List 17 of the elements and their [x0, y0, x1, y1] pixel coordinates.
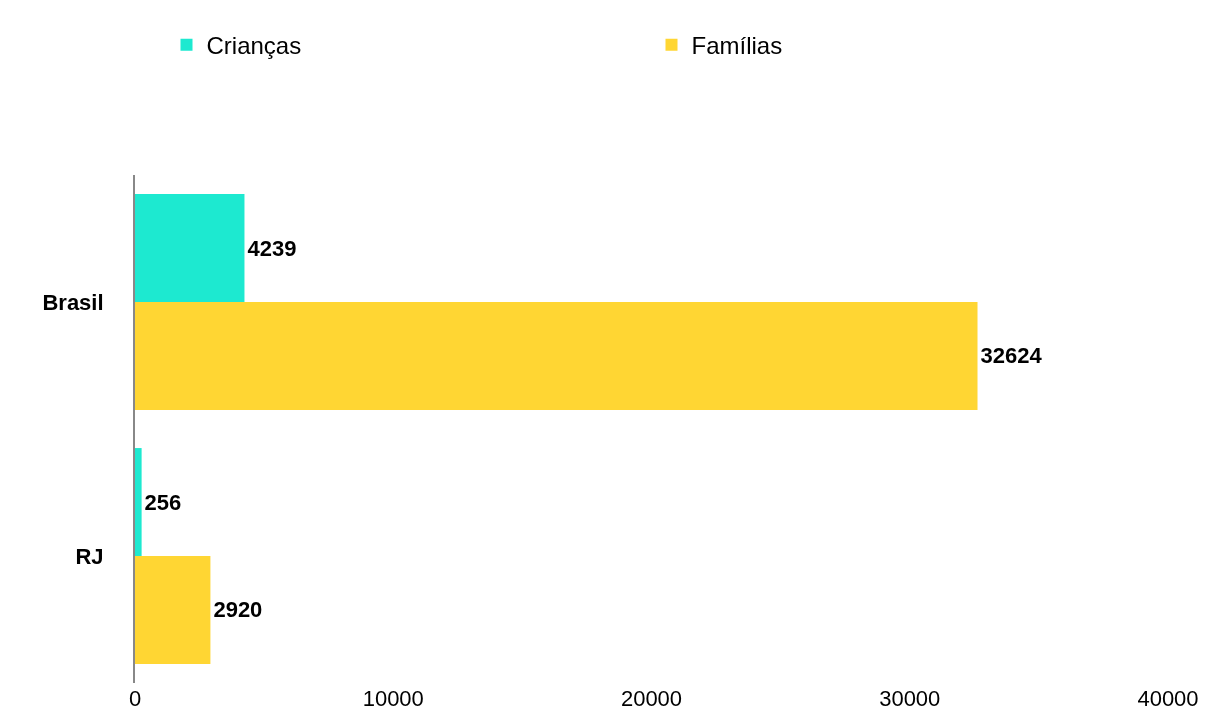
y-tick-label: RJ: [75, 543, 104, 569]
x-tick-label: 20000: [620, 686, 683, 711]
legend-label: Crianças: [206, 32, 302, 60]
data-label: 2920: [213, 597, 263, 623]
x-tick-label: 0: [128, 686, 142, 711]
y-tick-label: Brasil: [42, 289, 104, 315]
bar: [135, 194, 245, 302]
x-tick-label: 10000: [362, 686, 424, 711]
data-label: 32624: [980, 343, 1043, 369]
data-label: 4239: [247, 235, 297, 261]
legend-label: Famílias: [691, 32, 783, 60]
x-tick-label: 40000: [1137, 686, 1199, 711]
data-label: 256: [144, 489, 182, 515]
x-tick-label: 30000: [879, 686, 941, 711]
bar: [135, 302, 978, 410]
bar: [135, 448, 142, 556]
bar: [135, 556, 211, 664]
